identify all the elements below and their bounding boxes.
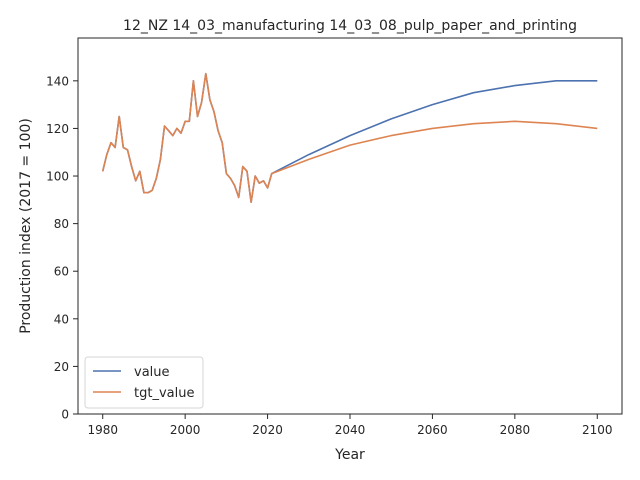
x-axis-ticks: 1980 2000 2020 2040 2060 2080 2100 [87, 414, 613, 437]
y-tick-label: 20 [54, 360, 69, 374]
x-tick-label: 2040 [335, 423, 366, 437]
x-tick-label: 1980 [87, 423, 118, 437]
legend-label-tgt-value: tgt_value [134, 386, 194, 401]
legend: value tgt_value [84, 356, 204, 409]
x-tick-label: 2060 [417, 423, 448, 437]
legend-box [84, 356, 204, 409]
x-axis-label: Year [334, 447, 365, 463]
y-axis-ticks: 0 20 40 60 80 100 120 140 [46, 74, 78, 422]
legend-label-value: value [134, 365, 170, 380]
x-tick-label: 2000 [170, 423, 201, 437]
x-tick-label: 2080 [500, 423, 531, 437]
y-tick-label: 80 [54, 217, 69, 231]
x-tick-label: 2100 [582, 423, 613, 437]
y-tick-label: 40 [54, 312, 69, 326]
y-tick-label: 100 [46, 170, 69, 184]
y-tick-label: 0 [61, 408, 69, 422]
y-tick-label: 140 [46, 74, 69, 88]
y-tick-label: 120 [46, 122, 69, 136]
y-axis-label: Production index (2017 = 100) [18, 118, 34, 334]
series-line-value [101, 72, 598, 203]
y-tick-label: 60 [54, 265, 69, 279]
series-line-tgt-value [101, 72, 598, 203]
plot-lines [101, 72, 598, 203]
x-tick-label: 2020 [252, 423, 283, 437]
chart-title: 12_NZ 14_03_manufacturing 14_03_08_pulp_… [123, 18, 577, 34]
